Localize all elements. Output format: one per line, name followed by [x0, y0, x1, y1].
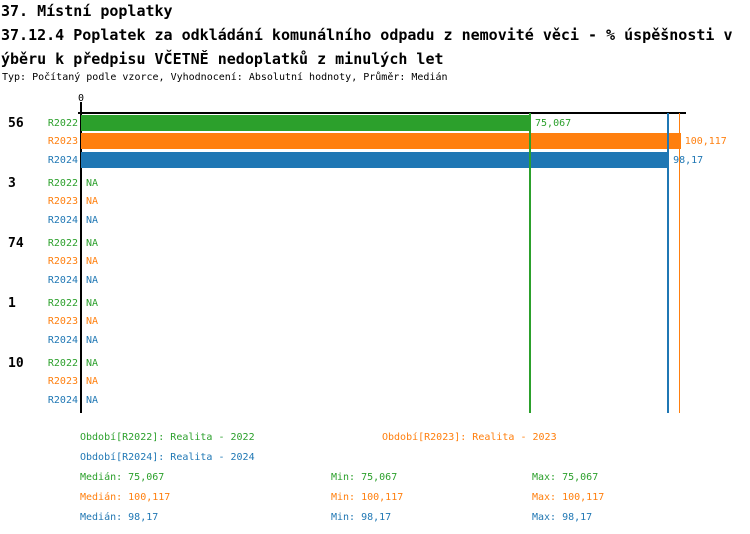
legend-min-label: Min: 98,17	[331, 512, 392, 523]
series-row-label: R2023	[47, 196, 78, 207]
bar	[81, 133, 681, 149]
series-row-label: R2024	[47, 215, 78, 226]
group-label: 10	[8, 356, 24, 371]
series-row-label: R2023	[47, 136, 78, 147]
bar-value-label: 98,17	[673, 155, 704, 166]
legend-period-label: Období[R2023]: Realita - 2023	[382, 432, 557, 443]
group-label: 74	[8, 236, 24, 251]
reference-line	[678, 113, 681, 413]
series-row-label: R2022	[47, 298, 78, 309]
na-value-label: NA	[86, 238, 99, 249]
na-value-label: NA	[86, 335, 99, 346]
na-value-label: NA	[86, 196, 99, 207]
legend-median-label: Medián: 75,067	[80, 472, 165, 483]
x-axis-zero-label: 0	[77, 93, 85, 104]
reference-line	[529, 113, 531, 413]
legend-period-label: Období[R2024]: Realita - 2024	[80, 452, 255, 463]
bar-value-label: 100,117	[684, 136, 727, 147]
na-value-label: NA	[86, 215, 99, 226]
page-title-line2: 37.12.4 Poplatek za odkládání komunálníh…	[1, 26, 733, 44]
legend-max-label: Max: 75,067	[532, 472, 599, 483]
x-axis-line	[78, 112, 686, 114]
na-value-label: NA	[86, 376, 99, 387]
na-value-label: NA	[86, 275, 99, 286]
series-row-label: R2024	[47, 395, 78, 406]
series-row-label: R2022	[47, 118, 78, 129]
legend-median-label: Medián: 98,17	[80, 512, 159, 523]
na-value-label: NA	[86, 256, 99, 267]
legend-min-label: Min: 100,117	[331, 492, 404, 503]
na-value-label: NA	[86, 358, 99, 369]
group-label: 1	[8, 296, 16, 311]
legend-median-label: Medián: 100,117	[80, 492, 171, 503]
na-value-label: NA	[86, 395, 99, 406]
legend-min-label: Min: 75,067	[331, 472, 398, 483]
na-value-label: NA	[86, 316, 99, 327]
legend-max-label: Max: 98,17	[532, 512, 593, 523]
series-row-label: R2023	[47, 376, 78, 387]
group-label: 3	[8, 176, 16, 191]
series-row-label: R2023	[47, 256, 78, 267]
bar	[81, 115, 532, 131]
group-label: 56	[8, 116, 24, 131]
series-row-label: R2023	[47, 316, 78, 327]
series-row-label: R2022	[47, 238, 78, 249]
legend-max-label: Max: 100,117	[532, 492, 605, 503]
series-row-label: R2024	[47, 155, 78, 166]
reference-line	[667, 113, 669, 413]
series-row-label: R2024	[47, 275, 78, 286]
chart-meta-line: Typ: Počítaný podle vzorce, Vyhodnocení:…	[2, 72, 448, 83]
bar-value-label: 75,067	[535, 118, 572, 129]
page-title-line1: 37. Místní poplatky	[1, 2, 173, 20]
page-title-line3: ýběru k předpisu VČETNĚ nedoplatků z min…	[1, 50, 444, 68]
na-value-label: NA	[86, 298, 99, 309]
bar	[81, 152, 670, 168]
series-row-label: R2022	[47, 178, 78, 189]
y-axis-line	[80, 102, 82, 413]
series-row-label: R2024	[47, 335, 78, 346]
na-value-label: NA	[86, 178, 99, 189]
legend-period-label: Období[R2022]: Realita - 2022	[80, 432, 255, 443]
series-row-label: R2022	[47, 358, 78, 369]
